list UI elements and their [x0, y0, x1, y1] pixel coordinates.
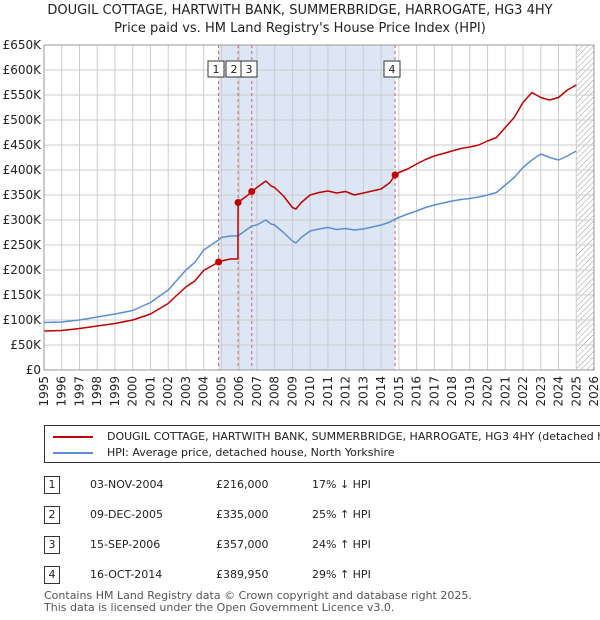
x-tick-label: 2017	[427, 376, 441, 407]
x-tick-label: 2006	[232, 376, 246, 407]
x-tick-label: 2021	[498, 376, 512, 407]
plot-frame	[43, 44, 595, 371]
y-tick-label: £400K	[3, 163, 43, 177]
legend: DOUGIL COTTAGE, HARTWITH BANK, SUMMERBRI…	[44, 425, 600, 463]
y-tick-label: £150K	[3, 288, 43, 302]
y-tick-label: £350K	[3, 188, 43, 202]
ownership-shade	[218, 45, 396, 370]
legend-label-hpi: HPI: Average price, detached house, Nort…	[107, 446, 395, 459]
x-tick-label: 2003	[179, 376, 193, 407]
legend-entry-hpi: HPI: Average price, detached house, Nort…	[53, 446, 395, 462]
x-tick-label: 2022	[516, 376, 530, 407]
chart-title: DOUGIL COTTAGE, HARTWITH BANK, SUMMERBRI…	[47, 3, 553, 18]
y-tick-label: £450K	[3, 138, 43, 152]
sale-date: 15-SEP-2006	[90, 538, 161, 551]
x-tick-label: 2011	[321, 376, 335, 407]
sale-date: 09-DEC-2005	[90, 508, 164, 521]
y-tick-label: £100K	[3, 313, 43, 327]
sale-price: £335,000	[216, 508, 269, 521]
x-tick-label: 2020	[481, 376, 495, 407]
sale-point	[234, 199, 242, 206]
y-tick-label: £50K	[10, 338, 42, 352]
chart-subtitle: Price paid vs. HM Land Registry's House …	[114, 21, 486, 36]
y-tick-label: £300K	[3, 213, 43, 227]
x-tick-label: 2016	[410, 376, 424, 407]
x-tick-label: 2023	[534, 376, 548, 407]
property-series-line	[43, 84, 577, 332]
x-tick-label: 2004	[197, 376, 211, 407]
sale-label-box	[383, 60, 401, 78]
sale-label-text: 1	[213, 63, 220, 76]
hatched-region	[576, 45, 594, 370]
x-tick-label: 1995	[37, 376, 51, 407]
x-tick-label: 2014	[374, 376, 388, 407]
x-tick-label: 2024	[552, 376, 566, 407]
sale-number-badge: 3	[44, 536, 60, 554]
sale-point	[248, 188, 256, 195]
x-tick-label: 2013	[356, 376, 370, 407]
sale-price: £357,000	[216, 538, 269, 551]
sale-row: 1 03-NOV-2004 £216,000 17% ↓ HPI	[44, 476, 464, 496]
y-tick-label: £200K	[3, 263, 43, 277]
sale-number-badge: 1	[44, 476, 60, 494]
footer-copyright: Contains HM Land Registry data © Crown c…	[44, 589, 472, 602]
y-tick-label: £0	[26, 363, 41, 377]
footer: Contains HM Land Registry data © Crown c…	[44, 590, 472, 614]
sale-price: £216,000	[216, 478, 269, 491]
x-tick-label: 2010	[303, 376, 317, 407]
sale-row: 2 09-DEC-2005 £335,000 25% ↑ HPI	[44, 506, 464, 526]
sale-hpi-diff: 29% ↑ HPI	[312, 568, 371, 581]
sale-number-badge: 2	[44, 506, 60, 524]
legend-swatch-hpi	[53, 452, 93, 454]
sale-hpi-diff: 24% ↑ HPI	[312, 538, 371, 551]
x-tick-label: 1998	[90, 376, 104, 407]
sale-price: £389,950	[216, 568, 269, 581]
sale-label-box	[207, 60, 225, 78]
x-tick-label: 2002	[161, 376, 175, 407]
sale-point	[391, 171, 399, 179]
x-tick-label: 1997	[72, 376, 86, 407]
y-tick-label: £250K	[3, 238, 43, 252]
sale-label-box	[240, 60, 258, 78]
x-tick-label: 2019	[463, 376, 477, 407]
x-tick-label: 2005	[214, 376, 228, 407]
x-tick-label: 2025	[569, 376, 583, 407]
legend-swatch-property	[53, 436, 93, 438]
x-tick-label: 2009	[285, 376, 299, 407]
x-tick-label: 2008	[268, 376, 282, 407]
sale-label-text: 4	[389, 63, 396, 76]
y-tick-label: £500K	[3, 113, 43, 127]
x-tick-label: 2007	[250, 376, 264, 407]
footer-licence: This data is licensed under the Open Gov…	[44, 601, 395, 614]
x-tick-label: 2012	[339, 376, 353, 407]
y-tick-label: £600K	[3, 63, 43, 77]
hpi-series-line	[43, 150, 577, 324]
legend-entry-property: DOUGIL COTTAGE, HARTWITH BANK, SUMMERBRI…	[53, 430, 600, 446]
sale-number-badge: 4	[44, 566, 60, 584]
x-tick-label: 2000	[126, 376, 140, 407]
sale-label-text: 3	[246, 63, 253, 76]
sale-date: 16-OCT-2014	[90, 568, 163, 581]
sale-date: 03-NOV-2004	[90, 478, 164, 491]
sale-row: 4 16-OCT-2014 £389,950 29% ↑ HPI	[44, 566, 464, 586]
y-tick-label: £550K	[3, 88, 43, 102]
x-tick-label: 1996	[55, 376, 69, 407]
legend-label-property: DOUGIL COTTAGE, HARTWITH BANK, SUMMERBRI…	[107, 430, 600, 443]
sale-hpi-diff: 17% ↓ HPI	[312, 478, 371, 491]
x-tick-label: 2018	[445, 376, 459, 407]
sale-hpi-diff: 25% ↑ HPI	[312, 508, 371, 521]
x-tick-label: 2015	[392, 376, 406, 407]
x-tick-label: 2026	[587, 376, 600, 407]
x-tick-label: 1999	[108, 376, 122, 407]
x-tick-label: 2001	[143, 376, 157, 407]
chart-title-block: DOUGIL COTTAGE, HARTWITH BANK, SUMMERBRI…	[0, 2, 600, 38]
sale-point	[215, 258, 223, 266]
sale-row: 3 15-SEP-2006 £357,000 24% ↑ HPI	[44, 536, 464, 556]
sale-label-text: 2	[231, 63, 238, 76]
y-tick-label: £650K	[3, 38, 43, 52]
